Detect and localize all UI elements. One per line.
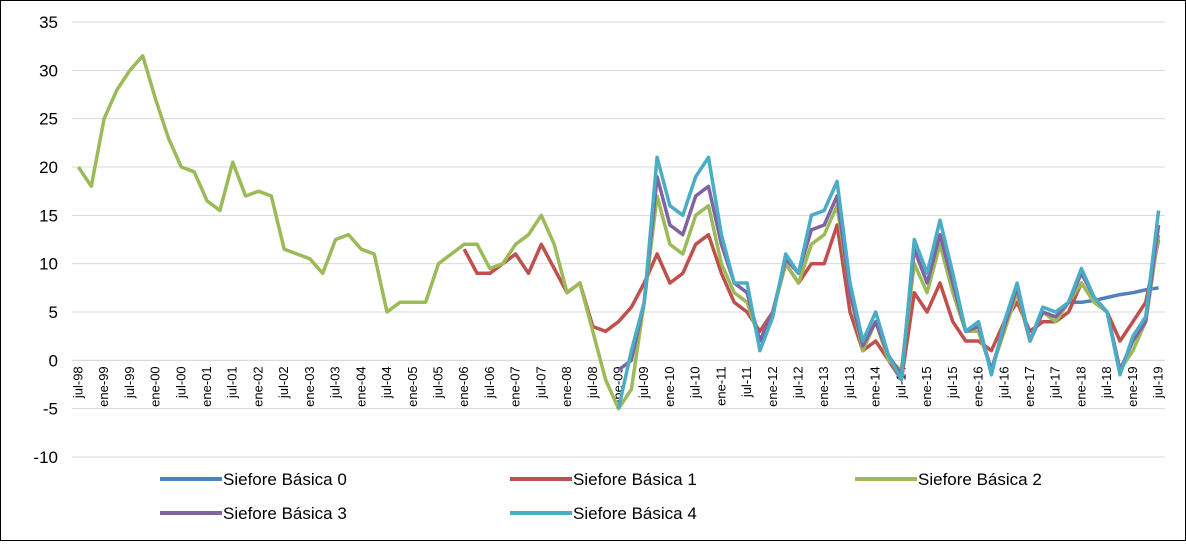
x-tick-label: jul-06 <box>482 366 497 399</box>
x-tick-label: ene-00 <box>148 366 163 406</box>
x-tick-label: jul-12 <box>791 366 806 399</box>
y-tick-label: 10 <box>39 255 58 274</box>
y-tick-label: 0 <box>49 351 58 370</box>
x-tick-label: ene-14 <box>868 366 883 406</box>
x-tick-label: jul-99 <box>122 366 137 399</box>
series-line <box>1068 286 1159 305</box>
x-tick-label: jul-19 <box>1151 366 1166 399</box>
x-tick-label: jul-05 <box>430 366 445 399</box>
x-tick-label: ene-07 <box>508 366 523 406</box>
x-tick-label: ene-03 <box>302 366 317 406</box>
x-tick-label: ene-06 <box>456 366 471 406</box>
x-tick-label: ene-17 <box>1022 366 1037 406</box>
x-tick-label: ene-16 <box>971 366 986 406</box>
y-tick-label: 30 <box>39 61 58 80</box>
x-tick-label: ene-08 <box>559 366 574 406</box>
x-tick-label: ene-02 <box>250 366 265 406</box>
x-tick-label: jul-00 <box>173 366 188 399</box>
x-tick-label: ene-13 <box>816 366 831 406</box>
x-tick-label: jul-18 <box>1099 366 1114 399</box>
x-tick-label: ene-10 <box>662 366 677 406</box>
y-tick-label: 25 <box>39 110 58 129</box>
x-tick-label: jul-04 <box>379 366 394 399</box>
x-tick-label: ene-01 <box>199 366 214 406</box>
x-tick-label: jul-16 <box>996 366 1011 399</box>
x-tick-label: jul-17 <box>1048 366 1063 399</box>
x-tick-label: ene-04 <box>353 366 368 406</box>
legend-label: Siefore Básica 1 <box>573 470 697 489</box>
x-tick-label: jul-09 <box>636 366 651 399</box>
x-tick-label: ene-19 <box>1125 366 1140 406</box>
legend-label: Siefore Básica 4 <box>573 504 697 523</box>
x-tick-label: ene-12 <box>765 366 780 406</box>
x-tick-label: jul-02 <box>276 366 291 399</box>
x-tick-label: jul-03 <box>328 366 343 399</box>
x-tick-label: ene-11 <box>713 366 728 406</box>
y-tick-label: -5 <box>43 400 58 419</box>
y-tick-label: 5 <box>49 303 58 322</box>
y-tick-label: 15 <box>39 206 58 225</box>
y-tick-label: -10 <box>33 448 58 467</box>
x-tick-label: ene-05 <box>405 366 420 406</box>
x-tick-label: jul-15 <box>945 366 960 399</box>
legend-label: Siefore Básica 0 <box>223 470 347 489</box>
x-tick-label: jul-01 <box>225 366 240 399</box>
y-tick-label: 20 <box>39 158 58 177</box>
x-tick-label: jul-13 <box>842 366 857 399</box>
x-tick-label: ene-15 <box>919 366 934 406</box>
legend-label: Siefore Básica 3 <box>223 504 347 523</box>
x-tick-label: jul-10 <box>688 366 703 399</box>
x-tick-label: jul-08 <box>585 366 600 399</box>
x-tick-label: ene-99 <box>96 366 111 406</box>
legend-label: Siefore Básica 2 <box>918 470 1042 489</box>
series-line <box>616 155 1161 410</box>
x-tick-label: jul-11 <box>739 366 754 398</box>
x-tick-label: jul-07 <box>533 366 548 399</box>
x-tick-label: jul-98 <box>70 366 85 399</box>
x-tick-label: ene-18 <box>1073 366 1088 406</box>
y-tick-label: 35 <box>39 13 58 32</box>
